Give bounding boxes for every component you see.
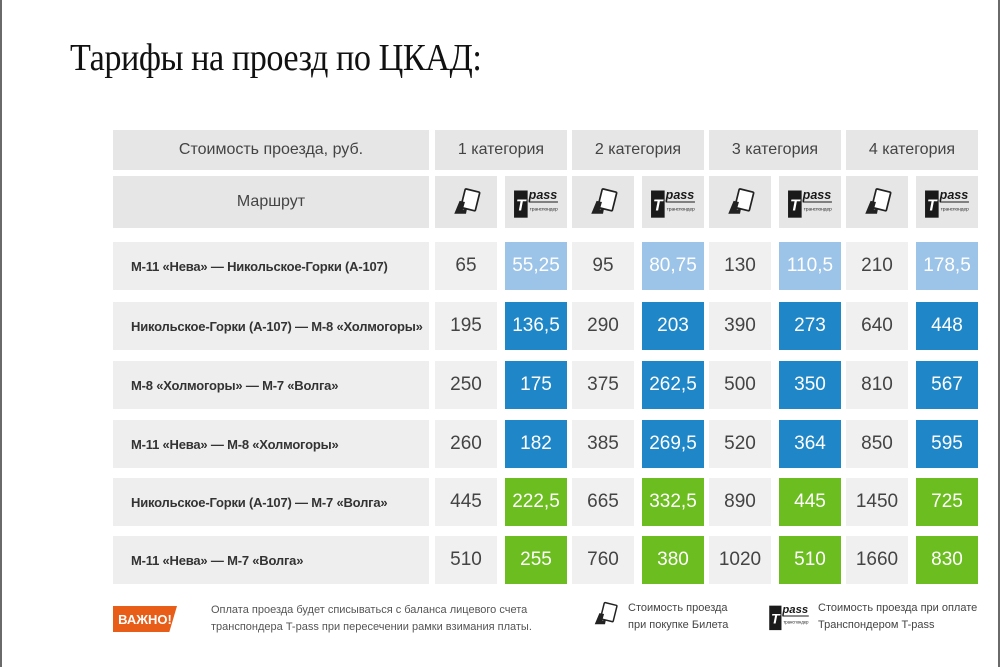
tpass-price: 262,5 bbox=[642, 361, 704, 409]
tpass-logo-icon: T pass транспондер bbox=[642, 176, 704, 228]
tpass-logo-icon: T pass транспондер bbox=[779, 176, 841, 228]
route-name: М-11 «Нева» — М-8 «Холмогоры» bbox=[113, 420, 429, 468]
tpass-price: 136,5 bbox=[505, 302, 567, 350]
tpass-price: 364 bbox=[779, 420, 841, 468]
tpass-price: 269,5 bbox=[642, 420, 704, 468]
ticket-price: 290 bbox=[572, 302, 634, 350]
ticket-price: 195 bbox=[435, 302, 497, 350]
ticket-price: 250 bbox=[435, 361, 497, 409]
ticket-price: 210 bbox=[846, 242, 908, 290]
ticket-price: 260 bbox=[435, 420, 497, 468]
tpass-price: 445 bbox=[779, 478, 841, 526]
tpass-price: 110,5 bbox=[779, 242, 841, 290]
route-name: Никольское-Горки (А-107) — М-7 «Волга» bbox=[113, 478, 429, 526]
tpass-price: 448 bbox=[916, 302, 978, 350]
category-header: 4 категория bbox=[846, 130, 978, 170]
tpass-price: 182 bbox=[505, 420, 567, 468]
ticket-price: 810 bbox=[846, 361, 908, 409]
ticket-price: 1450 bbox=[846, 478, 908, 526]
tpass-logo-icon: T pass транспондер bbox=[505, 176, 567, 228]
ticket-price: 850 bbox=[846, 420, 908, 468]
tpass-price: 510 bbox=[779, 536, 841, 584]
ticket-price: 1660 bbox=[846, 536, 908, 584]
route-header: Маршрут bbox=[113, 176, 429, 228]
ticket-price: 1020 bbox=[709, 536, 771, 584]
tpass-price: 80,75 bbox=[642, 242, 704, 290]
ticket-price: 665 bbox=[572, 478, 634, 526]
tpass-legend-icon: T pass транспондер bbox=[768, 600, 810, 637]
svg-text:pass: pass bbox=[802, 188, 832, 202]
svg-text:транспондер: транспондер bbox=[941, 206, 969, 211]
tpass-logo-icon: T pass транспондер bbox=[916, 176, 978, 228]
category-header: 3 категория bbox=[709, 130, 841, 170]
tpass-price: 567 bbox=[916, 361, 978, 409]
route-name: М-8 «Холмогоры» — М-7 «Волга» bbox=[113, 361, 429, 409]
footer: ВАЖНО! Оплата проезда будет списываться … bbox=[113, 600, 977, 640]
ticket-price: 500 bbox=[709, 361, 771, 409]
svg-text:транспондер: транспондер bbox=[667, 206, 695, 211]
ticket-price: 130 bbox=[709, 242, 771, 290]
page-edge-left bbox=[0, 0, 2, 667]
tpass-price: 55,25 bbox=[505, 242, 567, 290]
ticket-price: 520 bbox=[709, 420, 771, 468]
ticket-legend-icon bbox=[591, 600, 619, 633]
category-header: 2 категория bbox=[572, 130, 704, 170]
ticket-price: 95 bbox=[572, 242, 634, 290]
tpass-price: 725 bbox=[916, 478, 978, 526]
ticket-hand-icon bbox=[709, 176, 771, 228]
tpass-price: 203 bbox=[642, 302, 704, 350]
ticket-price: 445 bbox=[435, 478, 497, 526]
tpass-legend-text: Стоимость проезда при оплате Транспондер… bbox=[818, 602, 978, 631]
ticket-price: 890 bbox=[709, 478, 771, 526]
page-edge-right bbox=[998, 0, 1000, 667]
svg-text:T: T bbox=[927, 197, 938, 214]
route-name: Никольское-Горки (А-107) — М-8 «Холмогор… bbox=[113, 302, 429, 350]
ticket-price: 390 bbox=[709, 302, 771, 350]
ticket-price: 760 bbox=[572, 536, 634, 584]
ticket-price: 375 bbox=[572, 361, 634, 409]
ticket-price: 385 bbox=[572, 420, 634, 468]
ticket-price: 640 bbox=[846, 302, 908, 350]
svg-text:T: T bbox=[653, 197, 664, 214]
ticket-price: 65 bbox=[435, 242, 497, 290]
ticket-hand-icon bbox=[572, 176, 634, 228]
svg-text:pass: pass bbox=[665, 188, 695, 202]
svg-text:T: T bbox=[790, 197, 801, 214]
ticket-price: 510 bbox=[435, 536, 497, 584]
tpass-price: 350 bbox=[779, 361, 841, 409]
svg-text:транспондер: транспондер bbox=[783, 620, 809, 625]
svg-text:T: T bbox=[516, 197, 527, 214]
ticket-hand-icon bbox=[846, 176, 908, 228]
svg-text:pass: pass bbox=[939, 188, 969, 202]
category-header: 1 категория bbox=[435, 130, 567, 170]
svg-text:T: T bbox=[771, 611, 781, 627]
cost-header: Стоимость проезда, руб. bbox=[113, 130, 429, 170]
tpass-price: 380 bbox=[642, 536, 704, 584]
tpass-price: 595 bbox=[916, 420, 978, 468]
tpass-price: 332,5 bbox=[642, 478, 704, 526]
tpass-price: 178,5 bbox=[916, 242, 978, 290]
svg-text:pass: pass bbox=[781, 604, 808, 616]
route-name: М-11 «Нева» — Никольское-Горки (А-107) bbox=[113, 242, 429, 290]
page-title: Тарифы на проезд по ЦКАД: bbox=[70, 37, 482, 79]
ticket-hand-icon bbox=[435, 176, 497, 228]
svg-text:pass: pass bbox=[528, 188, 558, 202]
tpass-price: 255 bbox=[505, 536, 567, 584]
tpass-price: 830 bbox=[916, 536, 978, 584]
svg-text:транспондер: транспондер bbox=[530, 206, 558, 211]
ticket-legend-text: Стоимость проезда при покупке Билета bbox=[628, 602, 729, 631]
svg-text:транспондер: транспондер bbox=[804, 206, 832, 211]
important-badge: ВАЖНО! bbox=[113, 606, 177, 632]
payment-note: Оплата проезда будет списываться с балан… bbox=[211, 604, 532, 633]
route-name: М-11 «Нева» — М-7 «Волга» bbox=[113, 536, 429, 584]
tpass-price: 273 bbox=[779, 302, 841, 350]
tpass-price: 175 bbox=[505, 361, 567, 409]
tpass-price: 222,5 bbox=[505, 478, 567, 526]
